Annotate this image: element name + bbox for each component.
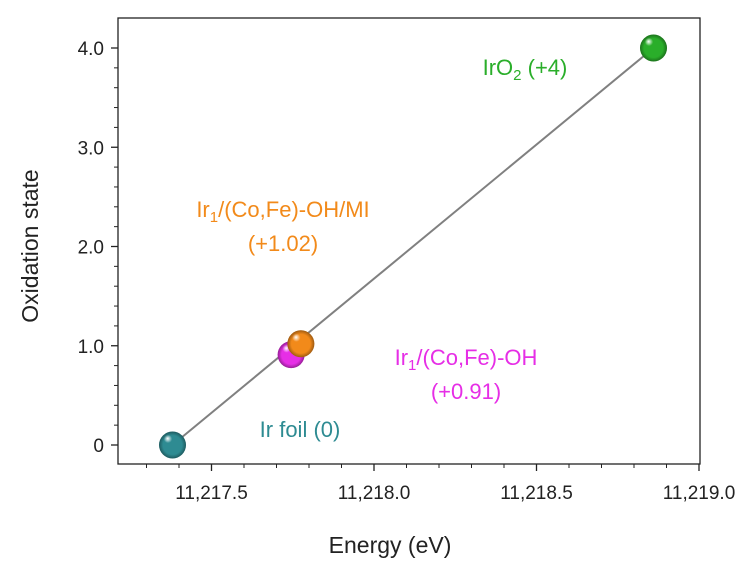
x-tick-label: 11,218.5: [500, 483, 573, 504]
axis-ticks: [111, 47, 700, 471]
point-label: Ir1/(Co,Fe)-OH/MI: [196, 197, 369, 226]
y-tick-label: 4.0: [78, 39, 104, 60]
axis-tick-labels: 11,217.5 11,218.0 11,218.5 11,219.0 0 1.0 2.0 3…: [78, 39, 736, 504]
point-value-label: (+1.02): [248, 231, 318, 256]
y-tick-label: 2.0: [78, 238, 104, 259]
x-tick-label: 11,217.5: [175, 483, 248, 504]
point-label: IrO2 (+4): [483, 55, 568, 84]
y-tick-label: 1.0: [78, 337, 104, 358]
data-point-shade: [159, 431, 186, 459]
y-axis-title: Oxidation state: [17, 169, 43, 322]
plot-frame: [117, 17, 701, 465]
point-label: Ir foil (0): [260, 417, 341, 442]
fit-line: [171, 47, 655, 446]
point-value-label: (+0.91): [431, 379, 501, 404]
data-points: [159, 34, 667, 459]
x-axis-title: Energy (eV): [329, 532, 452, 558]
data-point-shade: [640, 34, 667, 62]
point-label: Ir1/(Co,Fe)-OH: [395, 345, 538, 374]
data-point-shade: [287, 330, 315, 358]
y-tick-label: 0: [93, 436, 104, 457]
y-tick-label: 3.0: [78, 138, 104, 159]
x-tick-label: 11,218.0: [338, 483, 411, 504]
point-annotations: Ir foil (0) Ir1/(Co,Fe)-OH (+0.91) Ir1/(Co,…: [196, 55, 567, 442]
x-tick-label: 11,219.0: [663, 483, 736, 504]
